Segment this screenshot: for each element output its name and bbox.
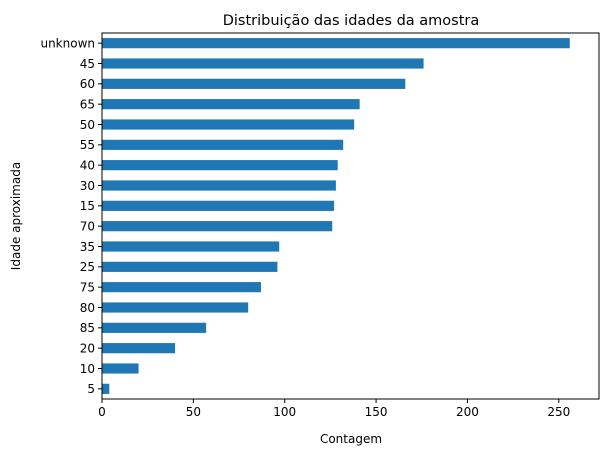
x-tick-label: 250 (547, 405, 570, 419)
y-tick-label: 75 (80, 280, 95, 294)
bar-30 (102, 180, 336, 191)
bar-unknown (102, 38, 570, 49)
y-tick-label: unknown (40, 36, 95, 50)
y-tick-label: 5 (87, 382, 95, 396)
bar-20 (102, 343, 176, 354)
y-tick-label: 55 (80, 138, 95, 152)
y-tick-label: 35 (80, 240, 95, 254)
x-tick-label: 100 (273, 405, 296, 419)
x-tick-label: 0 (98, 405, 106, 419)
bar-15 (102, 200, 335, 211)
chart-title: Distribuição das idades da amostra (223, 13, 480, 29)
y-tick-label: 40 (80, 158, 95, 172)
bar-45 (102, 58, 424, 69)
y-tick-label: 20 (80, 341, 95, 355)
plot-frame (101, 32, 600, 400)
bar-75 (102, 282, 261, 293)
y-tick-label: 70 (80, 219, 95, 233)
bar-70 (102, 221, 333, 232)
y-axis-label: Idade aproximada (9, 162, 23, 270)
y-tick-label: 85 (80, 321, 95, 335)
bar-10 (102, 363, 139, 374)
y-tick-label: 10 (80, 362, 95, 376)
x-tick-label: 200 (456, 405, 479, 419)
y-tick-label: 15 (80, 199, 95, 213)
bar-85 (102, 322, 207, 333)
y-tick-label: 80 (80, 301, 95, 315)
x-tick-label: 50 (186, 405, 201, 419)
y-tick-label: 65 (80, 97, 95, 111)
bar-40 (102, 160, 338, 171)
bar-25 (102, 261, 278, 272)
bar-60 (102, 78, 406, 89)
bars-layer (102, 38, 570, 394)
y-tick-label: 30 (80, 179, 95, 193)
y-tick-label: 50 (80, 118, 95, 132)
bar-50 (102, 119, 355, 130)
bar-35 (102, 241, 280, 252)
bar-80 (102, 302, 249, 313)
y-tick-label: 60 (80, 77, 95, 91)
y-tick-label: 25 (80, 260, 95, 274)
x-axis-label: Contagem (320, 432, 382, 446)
bar-5 (102, 383, 110, 394)
y-tick-label: 45 (80, 57, 95, 71)
y-axis-ticks: unknown 45 60 65 50 55 40 30 15 70 35 25 75 80 85 20 10 5 (40, 36, 102, 396)
bar-65 (102, 99, 360, 110)
x-axis-ticks: 0 50 100 150 200 250 (98, 399, 570, 419)
x-tick-label: 150 (365, 405, 388, 419)
bar-55 (102, 139, 344, 150)
